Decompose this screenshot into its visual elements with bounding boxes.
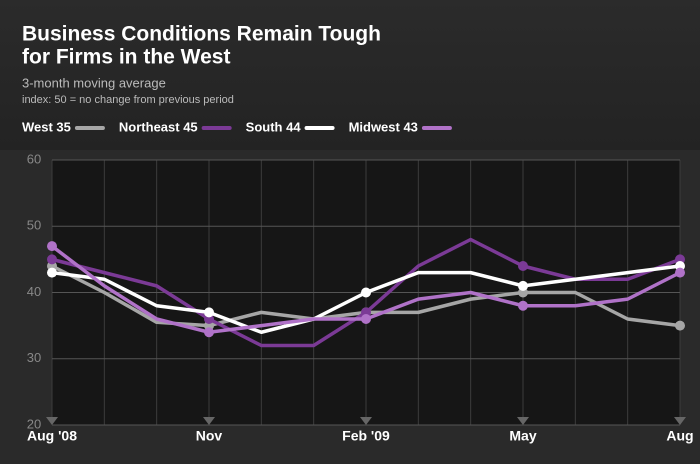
x-tick-marker: [203, 417, 215, 425]
x-tick-label: Aug: [666, 428, 693, 444]
y-tick-label: 20: [27, 416, 41, 431]
x-tick-marker: [674, 417, 686, 425]
series-marker: [204, 327, 214, 338]
series-marker: [204, 307, 214, 318]
y-tick-label: 50: [27, 218, 41, 233]
series-marker: [47, 267, 57, 278]
chart-title: Business Conditions Remain Tough: [22, 23, 381, 46]
x-tick-marker: [46, 417, 58, 425]
y-tick-label: 30: [27, 350, 41, 365]
x-tick-label: Feb '09: [342, 428, 390, 444]
legend-label: South 44: [246, 119, 302, 134]
x-tick-label: May: [509, 428, 536, 444]
legend-label: West 35: [22, 119, 71, 134]
series-marker: [361, 314, 371, 324]
legend-label: Midwest 43: [349, 119, 418, 134]
note: index: 50 = no change from previous peri…: [22, 94, 234, 106]
y-tick-label: 40: [27, 284, 41, 299]
series-marker: [518, 261, 528, 271]
series-marker: [47, 254, 57, 265]
x-tick-label: Aug '08: [27, 428, 77, 444]
x-tick-marker: [360, 417, 372, 425]
series-marker: [518, 300, 528, 311]
series-marker: [47, 241, 57, 252]
series-marker: [361, 287, 371, 298]
series-marker: [675, 320, 685, 331]
x-tick-label: Nov: [196, 428, 223, 444]
series-marker: [675, 267, 685, 278]
series-marker: [518, 280, 528, 291]
legend-label: Northeast 45: [119, 119, 198, 134]
x-tick-marker: [517, 417, 529, 425]
y-tick-label: 60: [27, 151, 41, 166]
subtitle: 3-month moving average: [22, 75, 166, 90]
chart-title: for Firms in the West: [22, 46, 230, 69]
